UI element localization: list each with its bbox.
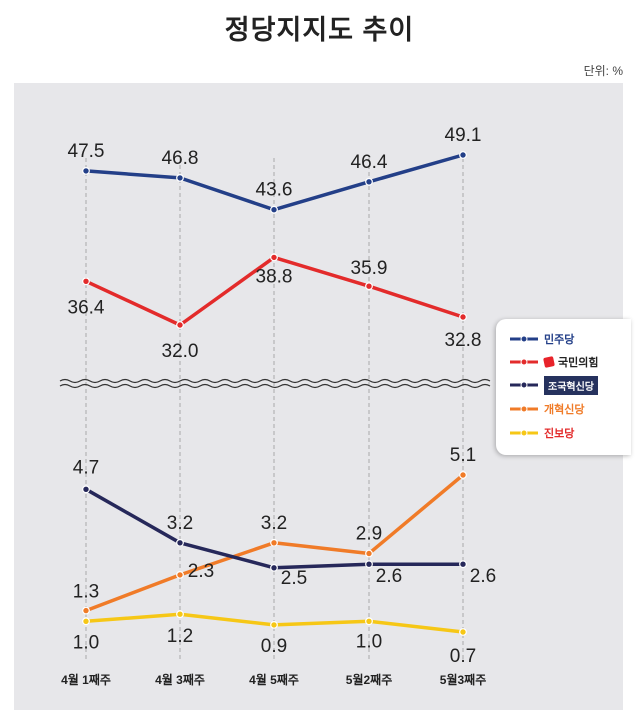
data-point: [82, 277, 90, 286]
data-point: [82, 166, 90, 175]
break-line-1: [59, 378, 491, 384]
series-lines: [82, 151, 467, 636]
data-label: 47.5: [68, 141, 105, 162]
data-label: 0.7: [450, 646, 476, 667]
legend-swatch-icon: [510, 335, 538, 343]
data-point: [365, 560, 373, 569]
data-point: [270, 621, 278, 629]
data-point: [82, 606, 90, 615]
legend-label: 국민의힘: [543, 354, 599, 370]
data-label: 43.6: [256, 180, 293, 201]
data-point: [176, 321, 184, 329]
data-point: [365, 617, 373, 626]
data-point: [270, 563, 278, 572]
legend-item-rebuilding: 조국혁신당: [510, 375, 598, 395]
data-label: 35.9: [351, 258, 388, 279]
legend-item-progressive: 진보당: [510, 423, 574, 443]
legend-swatch-icon: [510, 381, 538, 389]
data-label: 46.8: [162, 148, 199, 169]
data-label: 32.8: [445, 330, 482, 351]
data-label: 1.0: [73, 632, 99, 653]
party-logo-icon: [543, 356, 555, 368]
data-point: [459, 560, 467, 569]
legend-label-text: 국민의힘: [558, 357, 599, 369]
data-point: [459, 313, 467, 321]
x-tick-label: 5월2째주: [346, 672, 392, 687]
data-point: [459, 471, 467, 479]
data-label: 46.4: [351, 152, 388, 173]
data-label: 2.6: [376, 566, 402, 587]
data-point: [270, 538, 278, 547]
break-line-2: [59, 383, 491, 389]
data-label: 0.9: [261, 636, 287, 657]
data-label: 1.2: [167, 626, 193, 647]
x-tick-label: 4월 5째주: [249, 672, 299, 687]
data-point: [365, 177, 373, 186]
data-label: 2.3: [188, 561, 214, 582]
legend-label: 개혁신당: [544, 404, 585, 416]
data-point: [365, 549, 373, 558]
legend-swatch-icon: [510, 405, 538, 413]
data-label: 5.1: [450, 445, 476, 466]
data-point: [459, 151, 467, 159]
legend-swatch-icon: [510, 429, 538, 437]
data-point: [176, 610, 184, 619]
x-tick-label: 5월3째주: [440, 672, 486, 687]
data-point: [270, 205, 278, 214]
data-label: 3.2: [167, 513, 193, 534]
data-point: [270, 253, 278, 262]
legend-swatch-icon: [510, 358, 538, 366]
data-label: 2.5: [281, 568, 307, 589]
data-point: [176, 173, 184, 182]
data-point: [82, 617, 90, 626]
data-point: [459, 628, 467, 636]
legend-label: 민주당: [544, 334, 575, 346]
data-label: 49.1: [445, 125, 482, 146]
legend-label: 진보당: [544, 428, 575, 440]
value-labels: 47.5 46.8 43.6 46.4 49.1 36.4 32.0 38.8 35.9 32.8…: [68, 125, 497, 667]
axis-break: [59, 378, 491, 389]
data-point: [176, 571, 184, 579]
legend-item-ppp: 국민의힘: [510, 352, 598, 372]
data-label: 4.7: [73, 457, 99, 478]
unit-label: 단위: %: [583, 64, 623, 78]
legend-item-minjoo: 민주당: [510, 329, 574, 349]
chart-title: 정당지지도 추이: [224, 15, 415, 45]
legend-label: 조국혁신당: [544, 375, 598, 395]
x-tick-label: 4월 3째주: [155, 672, 205, 687]
data-label: 32.0: [162, 341, 199, 362]
legend-item-reform: 개혁신당: [510, 399, 584, 419]
legend: 민주당 국민의힘 조국혁신당 개혁신당 진보당: [496, 319, 631, 455]
data-label: 1.3: [73, 582, 99, 603]
data-point: [82, 485, 90, 494]
data-label: 38.8: [256, 266, 293, 287]
data-label: 2.9: [356, 524, 382, 545]
x-tick-label: 4월 1째주: [61, 672, 111, 687]
data-label: 36.4: [68, 297, 105, 318]
data-label: 3.2: [261, 513, 287, 534]
data-point: [176, 538, 184, 547]
data-label: 2.6: [470, 566, 496, 587]
data-label: 1.0: [356, 631, 382, 652]
x-axis-ticks: 4월 1째주 4월 3째주 4월 5째주 5월2째주 5월3째주: [61, 672, 486, 687]
data-point: [365, 282, 373, 291]
